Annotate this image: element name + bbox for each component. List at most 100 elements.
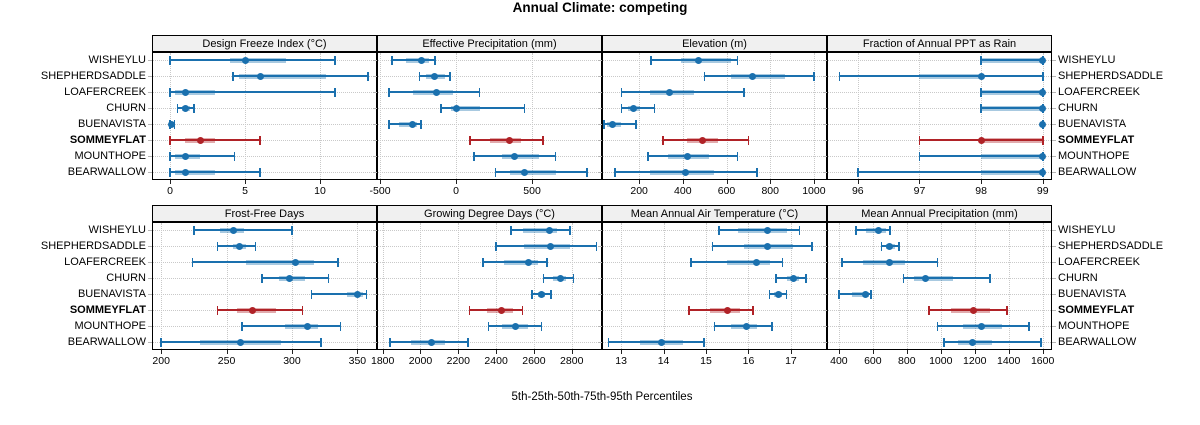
whisker-cap [466, 337, 469, 347]
whisker-cap [798, 225, 801, 235]
whisker-cap [473, 151, 476, 161]
gridline-vertical [533, 223, 535, 349]
range-line [928, 309, 1007, 311]
site-label-right: SHEPHERDSADDLE [1058, 239, 1164, 252]
x-tick [663, 350, 665, 354]
whisker-cap [327, 273, 330, 283]
site-label-right: BUENAVISTA [1058, 287, 1127, 300]
range-line [389, 123, 422, 125]
range-line [495, 171, 587, 173]
y-tick [598, 342, 602, 343]
whisker-cap [334, 87, 336, 97]
whisker-cap [193, 225, 195, 235]
gridline-horizontal [378, 124, 601, 125]
y-tick [1052, 172, 1056, 173]
y-tick [148, 278, 152, 279]
gridline-horizontal [828, 230, 1051, 231]
median-dot [1039, 56, 1047, 64]
median-dot [1039, 88, 1047, 96]
gridline-horizontal [153, 172, 376, 173]
whisker-cap [775, 273, 777, 283]
whisker-cap [554, 151, 557, 161]
range-line [919, 155, 1043, 157]
gridline-vertical [872, 223, 874, 349]
y-tick [373, 60, 377, 61]
whisker-cap [550, 289, 552, 299]
x-tick [682, 180, 684, 184]
y-tick [598, 230, 602, 231]
x-tick-label: 600 [717, 185, 736, 197]
y-tick [373, 92, 377, 93]
whisker-cap [838, 289, 840, 299]
whisker-cap [717, 225, 720, 235]
x-tick [170, 180, 171, 184]
site-label-right: LOAFERCREEK [1058, 255, 1140, 268]
y-tick [598, 60, 602, 61]
site-label-left: LOAFERCREEK [64, 85, 146, 98]
y-tick [823, 76, 827, 77]
gridline-horizontal [828, 246, 1051, 247]
site-label-left: LOAFERCREEK [64, 255, 146, 268]
gridline-vertical [974, 223, 976, 349]
y-tick [823, 156, 827, 157]
gridline-vertical [940, 223, 942, 349]
gridline-vertical [456, 53, 458, 179]
whisker-cap [747, 135, 750, 145]
whisker-cap [711, 241, 714, 251]
gridline-horizontal [153, 246, 376, 247]
y-tick [823, 140, 827, 141]
y-tick [1052, 156, 1056, 157]
range-line [604, 123, 636, 125]
x-tick-label: 14 [657, 355, 670, 367]
whisker-cap [531, 289, 533, 299]
whisker-cap [943, 337, 945, 347]
median-dot [723, 306, 731, 314]
y-tick [823, 278, 827, 279]
whisker-cap [713, 321, 716, 331]
range-line [511, 229, 570, 231]
gridline-vertical [748, 223, 750, 349]
x-tick [621, 350, 623, 354]
y-tick [1052, 310, 1056, 311]
whisker-cap [388, 119, 390, 129]
x-tick-label: 98 [975, 185, 987, 197]
panel [152, 222, 377, 350]
y-tick [373, 326, 377, 327]
median-dot [545, 226, 553, 234]
x-tick [382, 350, 384, 354]
x-tick-label: 250 [217, 355, 236, 367]
whisker-cap [191, 257, 194, 267]
median-dot [968, 338, 976, 346]
panel-strip: Mean Annual Air Temperature (°C) [602, 205, 827, 222]
range-line [903, 277, 990, 279]
whisker-cap [650, 55, 652, 65]
whisker-cap [389, 337, 392, 347]
median-dot [196, 136, 204, 144]
y-tick [598, 262, 602, 263]
whisker-cap [540, 321, 543, 331]
whisker-cap [339, 321, 342, 331]
panel-strip: Fraction of Annual PPT as Rain [827, 35, 1052, 52]
x-tick-label: 10 [314, 185, 326, 197]
range-line [981, 107, 1043, 109]
y-tick [373, 262, 377, 263]
whisker-cap [688, 305, 690, 315]
gridline-horizontal [603, 278, 826, 279]
whisker-cap [510, 225, 513, 235]
median-dot [764, 226, 772, 234]
panel-strip: Frost-Free Days [152, 205, 377, 222]
whisker-cap [635, 119, 637, 129]
y-tick [148, 246, 152, 247]
range-line [651, 59, 738, 61]
y-tick [373, 76, 377, 77]
whisker-cap [620, 87, 623, 97]
x-tick [291, 350, 293, 354]
whisker-cap [291, 225, 293, 235]
whisker-cap [468, 305, 471, 315]
whisker-cap [980, 55, 982, 65]
x-tick-label: 0 [453, 185, 459, 197]
site-label-left: CHURN [106, 101, 146, 114]
median-dot [764, 242, 772, 250]
whisker-cap [569, 225, 571, 235]
whisker-cap [620, 103, 623, 113]
